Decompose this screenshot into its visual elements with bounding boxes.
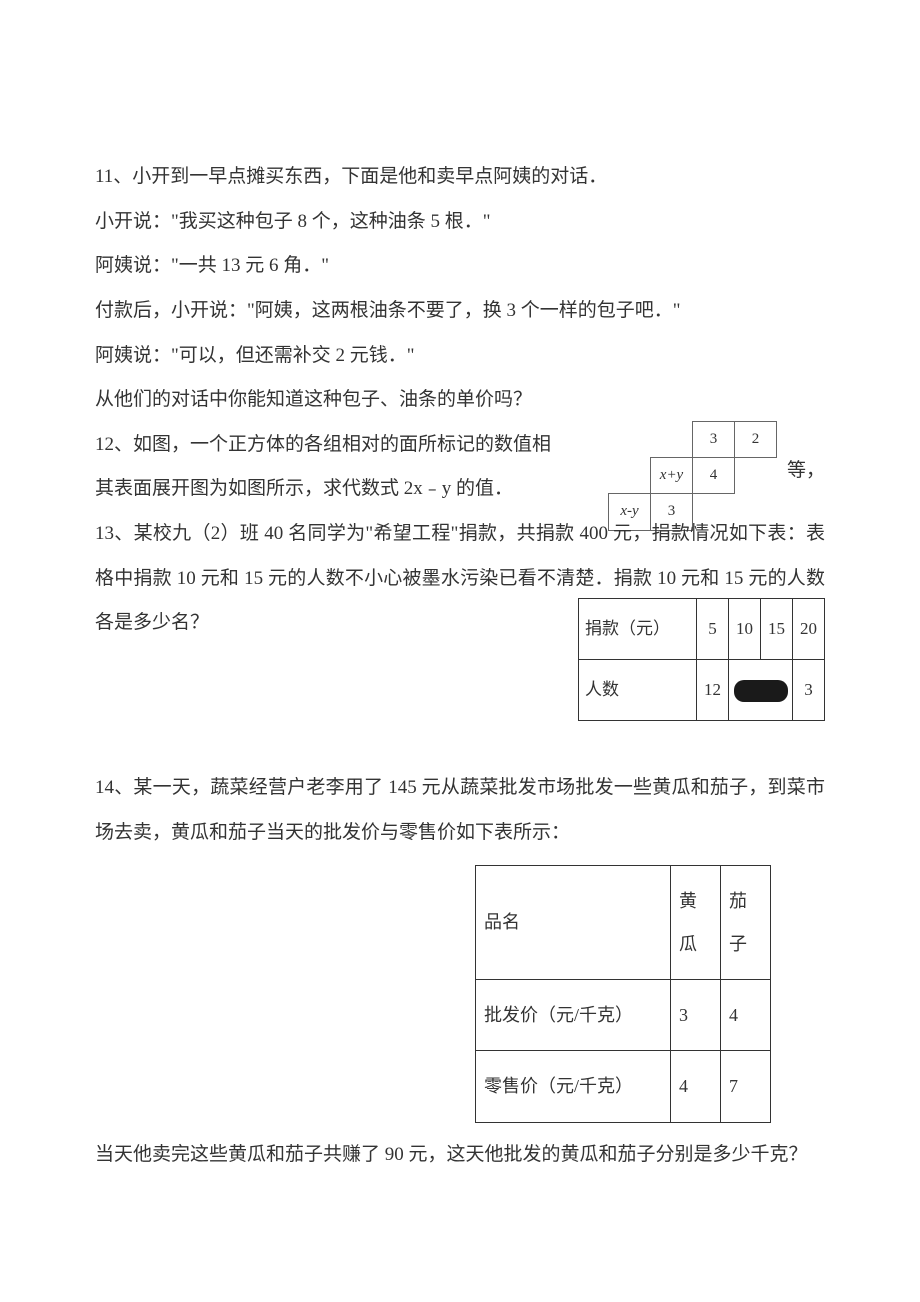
q11-line2: 小开说："我买这种包子 8 个，这种油条 5 根．" [95, 200, 825, 245]
net-cell [735, 458, 777, 494]
q14-cell: 4 [671, 1051, 721, 1122]
q11-line3: 阿姨说："一共 13 元 6 角．" [95, 244, 825, 289]
net-cell [609, 458, 651, 494]
q13-header-val: 5 [697, 599, 729, 660]
q13-row-val: 12 [697, 660, 729, 721]
q13-donation-table: 捐款（元） 5 10 15 20 人数 12 3 [578, 598, 825, 721]
q13-smudged-cell [729, 660, 793, 721]
q11-line1: 11、小开到一早点摊买东西，下面是他和卖早点阿姨的对话． [95, 155, 825, 200]
q13-header-val: 20 [793, 599, 825, 660]
q11-line5: 阿姨说："可以，但还需补交 2 元钱．" [95, 334, 825, 379]
q14-cell: 3 [671, 979, 721, 1050]
net-cell: x+y [651, 458, 693, 494]
q14-row-label: 批发价（元/千克） [476, 979, 671, 1050]
q14-price-table: 品名 黄瓜 茄子 批发价（元/千克） 3 4 零售价（元/千克） 4 7 [475, 865, 771, 1122]
net-cell: 3 [693, 421, 735, 457]
q14-col-label: 品名 [476, 866, 671, 980]
net-cell: 2 [735, 421, 777, 457]
q14-cell: 7 [721, 1051, 771, 1122]
net-cell [651, 421, 693, 457]
q11-line4: 付款后，小开说："阿姨，这两根油条不要了，换 3 个一样的包子吧．" [95, 289, 825, 334]
q13-header-val: 15 [761, 599, 793, 660]
q13-row-val: 3 [793, 660, 825, 721]
q14-cell: 4 [721, 979, 771, 1050]
q13-block: 13、某校九（2）班 40 名同学为"希望工程"捐款，共捐款 400 元，捐款情… [95, 512, 825, 646]
q12-tail-word: 等， [787, 449, 825, 494]
q14-row-label: 零售价（元/千克） [476, 1051, 671, 1122]
q14-intro: 14、某一天，蔬菜经营户老李用了 145 元从蔬菜批发市场批发一些黄瓜和茄子，到… [95, 766, 825, 855]
net-cell: 4 [693, 458, 735, 494]
q13-row-label: 人数 [579, 660, 697, 721]
q14-col-label: 茄子 [721, 866, 771, 980]
q13-header-val: 10 [729, 599, 761, 660]
ink-smudge-icon [734, 680, 788, 702]
q13-header-label: 捐款（元） [579, 599, 697, 660]
q14-col-label: 黄瓜 [671, 866, 721, 980]
q14-tail: 当天他卖完这些黄瓜和茄子共赚了 90 元，这天他批发的黄瓜和茄子分别是多少千克？ [95, 1133, 825, 1178]
net-cell [609, 421, 651, 457]
q12-block: 3 2 x+y 4 x-y 3 等， 12、如图，一个正方体的各组相对的面所标记… [95, 423, 825, 512]
q11-line6: 从他们的对话中你能知道这种包子、油条的单价吗？ [95, 378, 825, 423]
